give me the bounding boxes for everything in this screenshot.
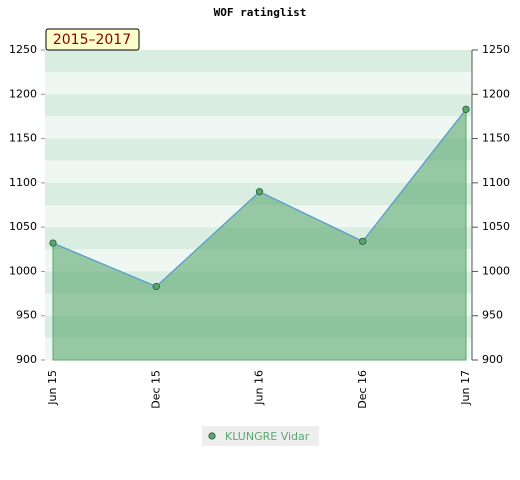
stripe xyxy=(45,160,472,183)
x-tick-label: Jun 16 xyxy=(253,370,266,406)
stripe xyxy=(45,72,472,95)
y-tick-label: 900 xyxy=(16,353,37,366)
y2-tick-label: 1150 xyxy=(482,132,510,145)
point xyxy=(359,237,367,245)
point xyxy=(152,282,160,291)
y2-tick-label: 1000 xyxy=(482,264,510,277)
y-tick-label: 1000 xyxy=(9,264,37,277)
y2-tick-label: 1200 xyxy=(482,87,510,100)
stripe xyxy=(45,50,472,73)
x-tick-label: Jun 17 xyxy=(459,370,472,406)
y-tick-label: 1250 xyxy=(9,43,37,56)
legend-label: KLUNGRE Vidar xyxy=(225,430,310,443)
y2-tick-label: 1100 xyxy=(482,176,510,189)
x-tick-label: Dec 15 xyxy=(149,370,162,409)
y-tick-label: 1200 xyxy=(9,87,37,100)
x-tick-label: Dec 16 xyxy=(356,370,369,409)
y2-tick-label: 1250 xyxy=(482,43,510,56)
legend-box xyxy=(202,426,319,446)
y-tick-label: 950 xyxy=(16,309,37,322)
y2-tick-label: 900 xyxy=(482,353,503,366)
y-tick-label: 1100 xyxy=(9,176,37,189)
stripe xyxy=(45,116,472,139)
chart-title: WOF ratinglist xyxy=(214,6,307,19)
y-tick-label: 1050 xyxy=(9,220,37,233)
annotation: 2015–2017 xyxy=(53,32,131,48)
y-tick-label: 1150 xyxy=(9,132,37,145)
y2-tick-label: 950 xyxy=(482,309,503,322)
x-tick-label: Jun 15 xyxy=(46,370,59,406)
annotation-box xyxy=(45,28,140,51)
y2-tick-label: 1050 xyxy=(482,220,510,233)
point xyxy=(462,105,470,113)
stripe xyxy=(45,94,472,117)
point xyxy=(255,188,264,196)
point xyxy=(49,239,57,247)
stripe xyxy=(45,138,472,161)
legend-marker xyxy=(208,432,216,440)
